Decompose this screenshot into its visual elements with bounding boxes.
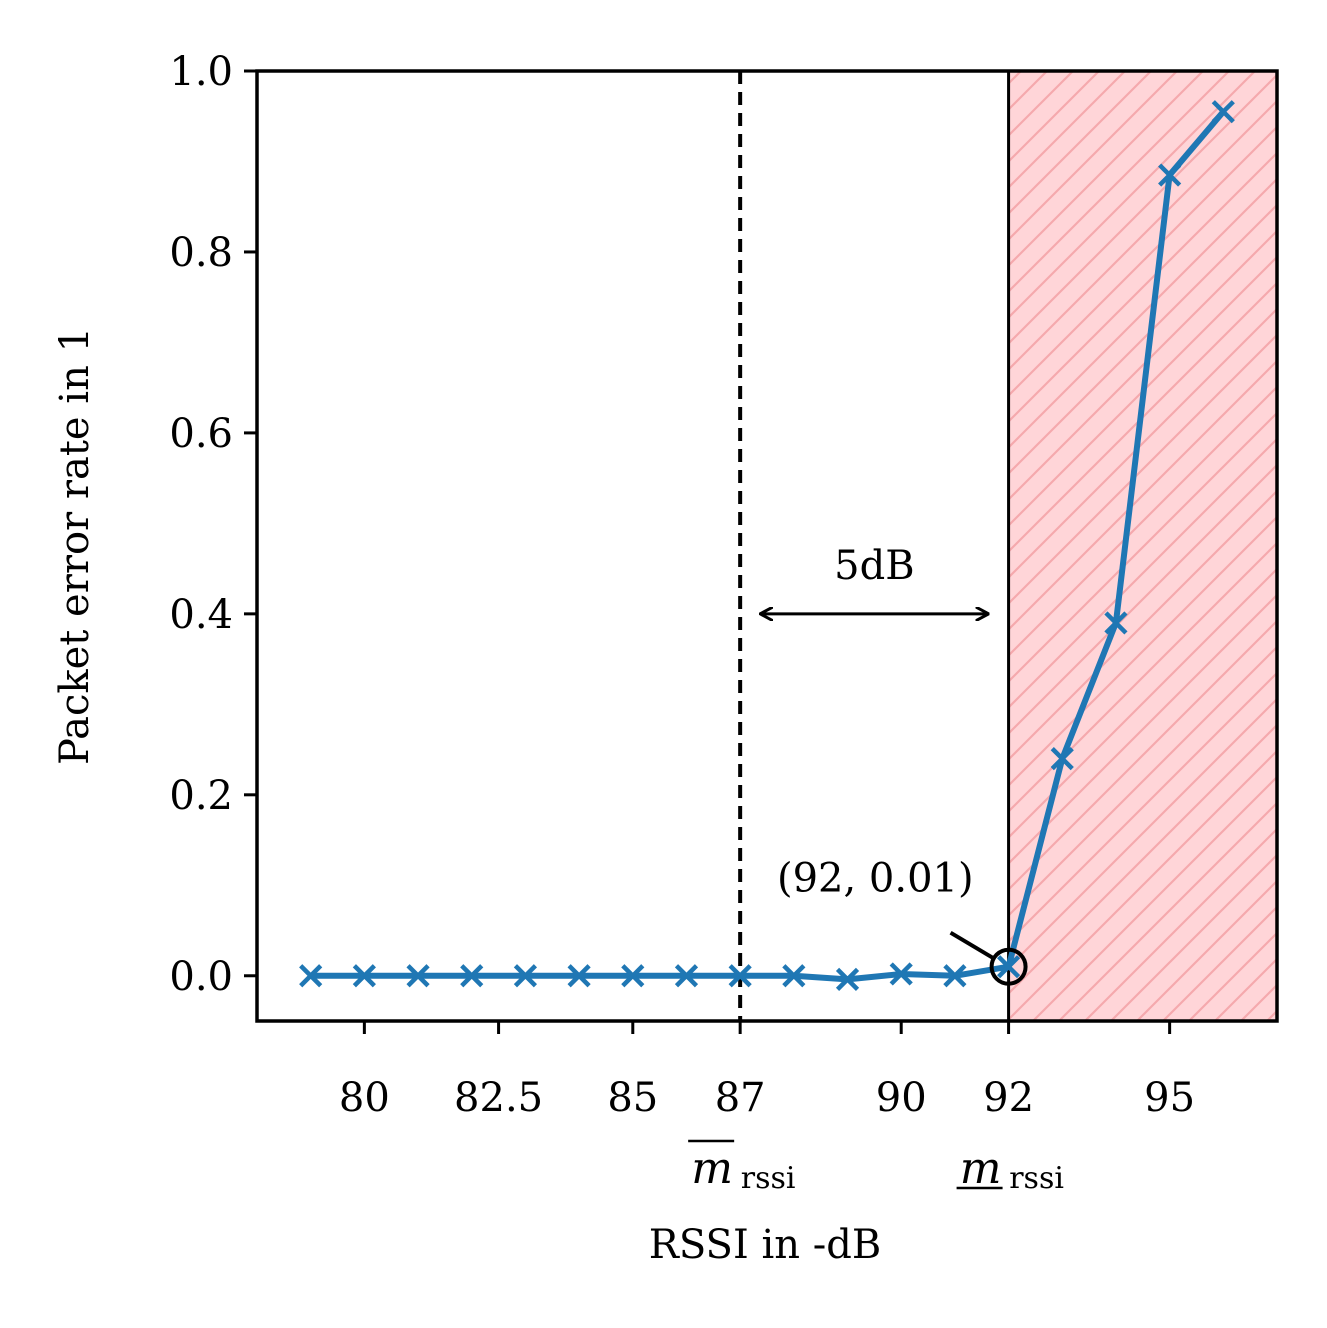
data-point xyxy=(299,964,323,988)
data-point xyxy=(1104,611,1128,635)
upper-threshold-symbol: m rssi xyxy=(688,1139,796,1196)
data-point xyxy=(728,964,752,988)
annotations: 5dB (92, 0.01) xyxy=(760,543,1028,986)
data-point xyxy=(567,964,591,988)
data-point xyxy=(782,964,806,988)
threshold-symbol-letter: m xyxy=(960,1143,1002,1194)
x-tick-label: 80 xyxy=(339,1075,390,1121)
data-point xyxy=(889,962,913,986)
y-tick-label: 1.0 xyxy=(169,49,233,95)
data-point xyxy=(674,964,699,988)
lower-threshold-symbol: m rssi xyxy=(956,1143,1064,1196)
x-axis-label: RSSI in -dB xyxy=(649,1222,882,1268)
data-point xyxy=(406,964,430,988)
x-tick-label: 87 xyxy=(715,1075,766,1121)
data-point xyxy=(352,964,376,988)
point-label: (92, 0.01) xyxy=(777,856,974,902)
highlight-circle xyxy=(989,947,1028,986)
x-tick-label: 82.5 xyxy=(454,1075,543,1121)
data-point xyxy=(460,964,484,988)
x-tick-label: 95 xyxy=(1144,1075,1195,1121)
y-tick-label: 0.4 xyxy=(169,592,233,638)
point-leader-line xyxy=(949,930,994,960)
data-point xyxy=(996,955,1021,979)
data-point xyxy=(513,964,538,988)
series-line xyxy=(307,108,1227,983)
data-point xyxy=(1158,163,1182,187)
data-point xyxy=(1050,747,1074,771)
x-tick-label: 90 xyxy=(876,1075,927,1121)
y-tick-label: 0.0 xyxy=(169,954,233,1000)
y-axis-ticks: 0.0 0.2 0.4 0.6 0.8 1.0 xyxy=(169,49,257,1000)
gap-label: 5dB xyxy=(834,543,914,589)
threshold-symbol-subscript: rssi xyxy=(741,1161,796,1196)
data-point xyxy=(943,964,967,988)
data-point xyxy=(1211,100,1235,124)
y-axis-label: Packet error rate in 1 xyxy=(52,327,98,765)
x-axis-ticks: 80 82.5 85 87 90 92 95 xyxy=(339,1021,1195,1121)
threshold-symbols: m rssi m rssi xyxy=(688,1139,1064,1196)
threshold-symbol-subscript: rssi xyxy=(1009,1161,1064,1196)
x-tick-label: 85 xyxy=(607,1075,658,1121)
failure-region-hatch xyxy=(1008,71,1277,1021)
failure-region xyxy=(1008,71,1277,1021)
y-tick-label: 0.2 xyxy=(169,773,233,819)
series-layer xyxy=(299,100,1235,991)
threshold-symbol-letter: m xyxy=(691,1143,733,1194)
y-tick-label: 0.8 xyxy=(169,230,233,276)
y-tick-label: 0.6 xyxy=(169,411,233,457)
data-point xyxy=(835,967,860,991)
threshold-lines xyxy=(738,71,1011,1021)
data-point xyxy=(621,964,645,988)
plot-frame xyxy=(255,69,1279,1023)
x-tick-label: 92 xyxy=(983,1075,1034,1121)
